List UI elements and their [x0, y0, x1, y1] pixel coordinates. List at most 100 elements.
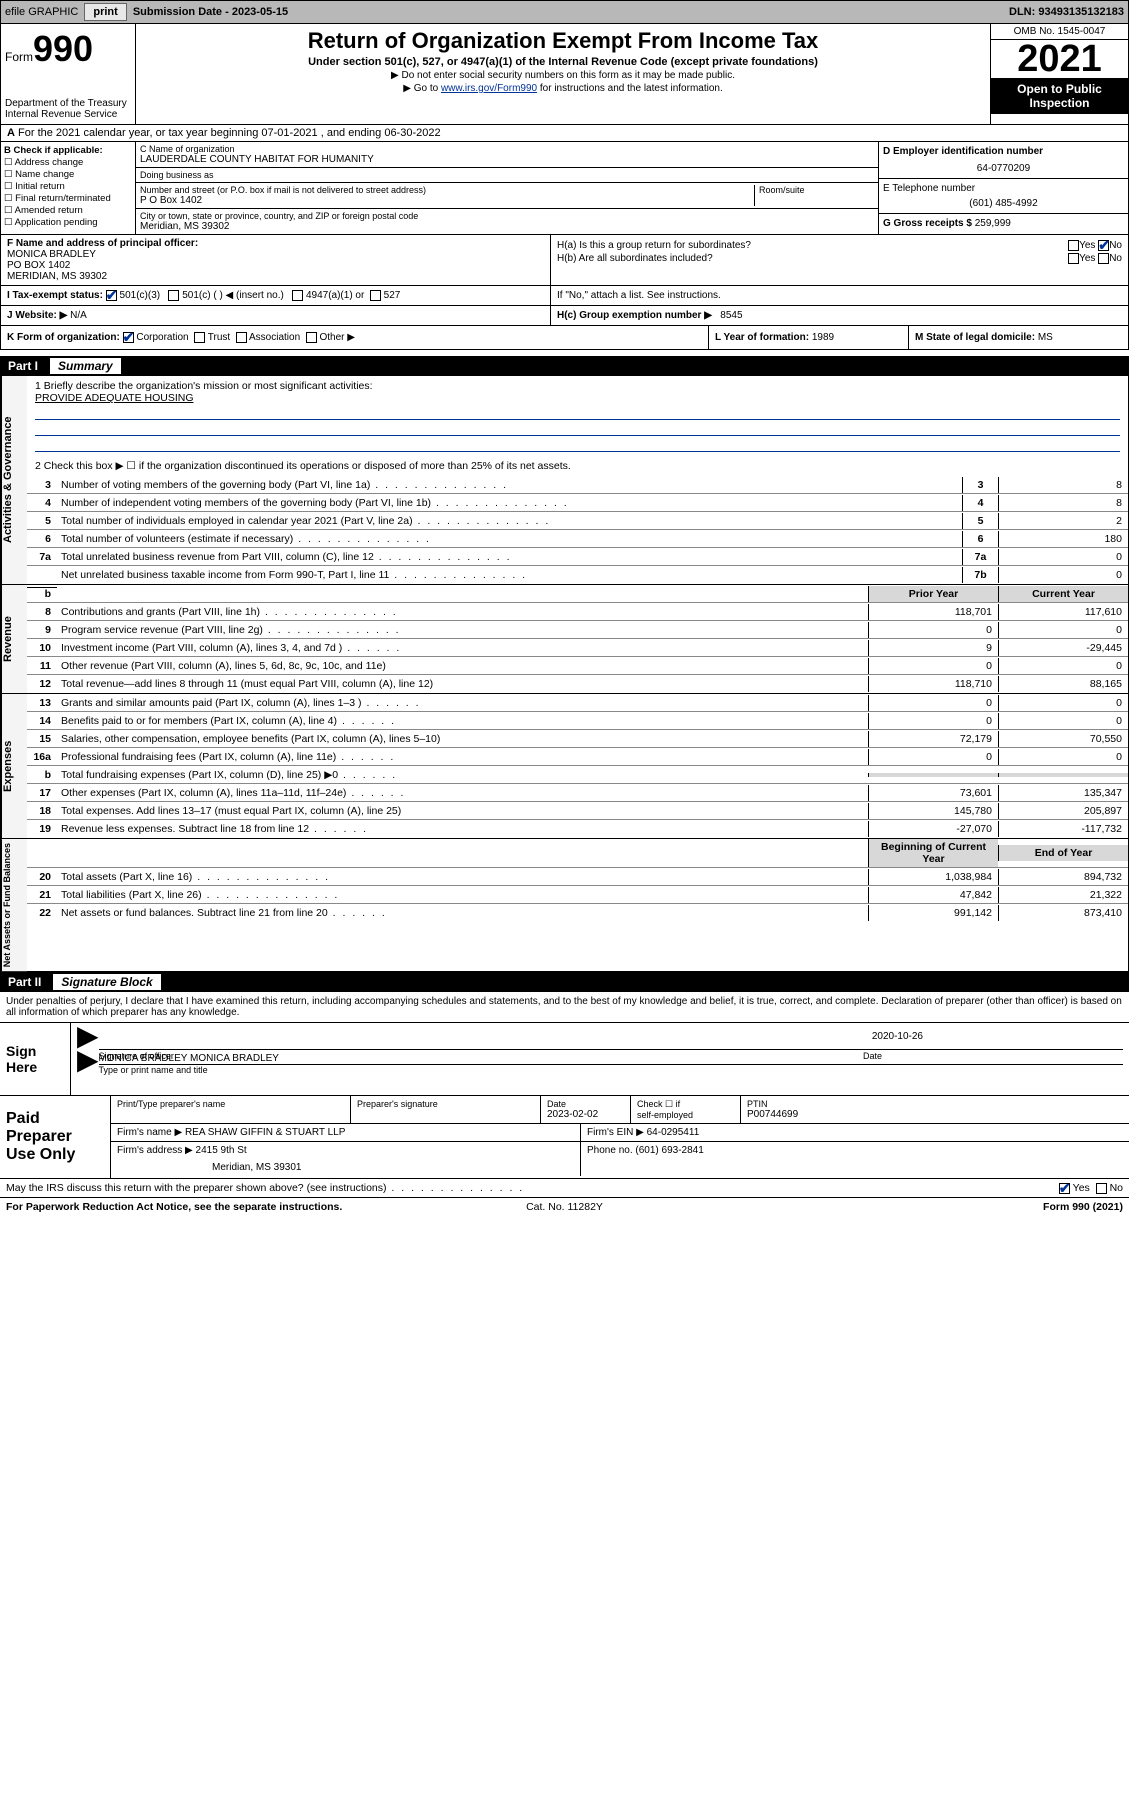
ein-label: D Employer identification number [883, 146, 1043, 157]
cat-no: Cat. No. 11282Y [526, 1201, 603, 1213]
table-row: 8Contributions and grants (Part VIII, li… [27, 603, 1128, 621]
chk-address-change[interactable]: ☐ Address change [4, 157, 132, 168]
street-value: P O Box 1402 [140, 195, 754, 206]
governance-section: Activities & Governance 1 Briefly descri… [0, 376, 1129, 585]
table-row: 17Other expenses (Part IX, column (A), l… [27, 784, 1128, 802]
row-i: I Tax-exempt status: 501(c)(3) 501(c) ( … [0, 286, 1129, 306]
firm-phone: (601) 693-2841 [635, 1145, 703, 1156]
tax-year: 2021 [991, 40, 1128, 78]
sign-arrow2-icon: ▶ [77, 1053, 99, 1075]
chk-final-return[interactable]: ☐ Final return/terminated [4, 193, 132, 204]
firm-name: REA SHAW GIFFIN & STUART LLP [185, 1127, 345, 1138]
hb-note: If "No," attach a list. See instructions… [551, 286, 1128, 305]
gross-label: G Gross receipts $ [883, 218, 972, 229]
year-formation: 1989 [812, 332, 834, 343]
table-row: 11Other revenue (Part VIII, column (A), … [27, 657, 1128, 675]
form-title: Return of Organization Exempt From Incom… [140, 28, 986, 54]
table-row: 9Program service revenue (Part VIII, lin… [27, 621, 1128, 639]
table-row: 18Total expenses. Add lines 13–17 (must … [27, 802, 1128, 820]
table-row: 13Grants and similar amounts paid (Part … [27, 694, 1128, 712]
netassets-section: Net Assets or Fund Balances Beginning of… [0, 839, 1129, 972]
firm-addr2: Meridian, MS 39301 [117, 1162, 574, 1173]
revenue-header-row: b Prior Year Current Year [27, 585, 1128, 603]
side-netassets: Net Assets or Fund Balances [1, 839, 27, 971]
form-note1: ▶ Do not enter social security numbers o… [140, 70, 986, 81]
table-row: 10Investment income (Part VIII, column (… [27, 639, 1128, 657]
firm-ein: 64-0295411 [647, 1127, 700, 1138]
paperwork-notice: For Paperwork Reduction Act Notice, see … [6, 1201, 342, 1213]
state-domicile: MS [1038, 332, 1053, 343]
signer-name-label: Type or print name and title [99, 1064, 1123, 1075]
hb-no[interactable] [1098, 253, 1109, 264]
side-expenses: Expenses [1, 694, 27, 838]
form-subtitle: Under section 501(c), 527, or 4947(a)(1)… [140, 56, 986, 68]
open-public-badge: Open to Public Inspection [991, 78, 1128, 114]
header-center: Return of Organization Exempt From Incom… [136, 24, 990, 124]
mission-block: 1 Briefly describe the organization's mi… [27, 376, 1128, 476]
table-row: 5Total number of individuals employed in… [27, 512, 1128, 530]
chk-501c[interactable] [168, 290, 179, 301]
ptin-value: P00744699 [747, 1109, 1123, 1120]
print-button[interactable]: print [84, 3, 126, 21]
part1-header: Part I Summary [0, 356, 1129, 376]
ha-yes[interactable] [1068, 240, 1079, 251]
city-label: City or town, state or province, country… [140, 211, 874, 221]
table-row: bTotal fundraising expenses (Part IX, co… [27, 766, 1128, 784]
preparer-label: Paid Preparer Use Only [0, 1096, 110, 1178]
ein-value: 64-0770209 [883, 163, 1124, 174]
netassets-header-row: Beginning of Current Year End of Year [27, 839, 1128, 868]
discuss-no[interactable] [1096, 1183, 1107, 1194]
form-number: 990 [33, 28, 93, 70]
chk-name-change[interactable]: ☐ Name change [4, 169, 132, 180]
dln-label: DLN: 93493135132183 [1009, 6, 1124, 18]
discuss-yes[interactable] [1059, 1183, 1070, 1194]
form-word: Form [5, 50, 33, 64]
table-row: Net unrelated business taxable income fr… [27, 566, 1128, 584]
officer-name: MONICA BRADLEY [7, 249, 96, 260]
block-f-officer: F Name and address of principal officer:… [1, 235, 551, 285]
header-left: Form 990 Department of the Treasury Inte… [1, 24, 136, 124]
gross-value: 259,999 [975, 218, 1011, 229]
submission-date-label: Submission Date - 2023-05-15 [133, 6, 288, 18]
penalties-text: Under penalties of perjury, I declare th… [0, 992, 1129, 1023]
website-value: N/A [70, 310, 87, 321]
table-row: 16aProfessional fundraising fees (Part I… [27, 748, 1128, 766]
chk-initial-return[interactable]: ☐ Initial return [4, 181, 132, 192]
hc-value: 8545 [720, 310, 742, 321]
chk-corp[interactable] [123, 332, 134, 343]
block-h-group: H(a) Is this a group return for subordin… [551, 235, 1128, 285]
header-right: OMB No. 1545-0047 2021 Open to Public In… [990, 24, 1128, 124]
chk-trust[interactable] [194, 332, 205, 343]
chk-amended-return[interactable]: ☐ Amended return [4, 205, 132, 216]
table-row: 12Total revenue—add lines 8 through 11 (… [27, 675, 1128, 693]
table-row: 3Number of voting members of the governi… [27, 476, 1128, 494]
org-name: LAUDERDALE COUNTY HABITAT FOR HUMANITY [140, 154, 874, 165]
block-bcd: B Check if applicable: ☐ Address change … [0, 142, 1129, 235]
sign-here-label: Sign Here [0, 1023, 70, 1095]
row-a-tax-year: A For the 2021 calendar year, or tax yea… [0, 125, 1129, 142]
chk-4947[interactable] [292, 290, 303, 301]
form-header: Form 990 Department of the Treasury Inte… [0, 24, 1129, 125]
page-footer: For Paperwork Reduction Act Notice, see … [0, 1198, 1129, 1216]
chk-assoc[interactable] [236, 332, 247, 343]
revenue-section: Revenue b Prior Year Current Year 8Contr… [0, 585, 1129, 694]
dba-label: Doing business as [140, 170, 874, 180]
col-d-ein: D Employer identification number 64-0770… [878, 142, 1128, 234]
chk-other[interactable] [306, 332, 317, 343]
irs-link[interactable]: www.irs.gov/Form990 [441, 83, 537, 94]
chk-501c3[interactable] [106, 290, 117, 301]
side-governance: Activities & Governance [1, 376, 27, 584]
chk-527[interactable] [370, 290, 381, 301]
part2-header: Part II Signature Block [0, 972, 1129, 992]
table-row: 15Salaries, other compensation, employee… [27, 730, 1128, 748]
hb-yes[interactable] [1068, 253, 1079, 264]
officer-addr1: PO BOX 1402 [7, 260, 70, 271]
chk-application-pending[interactable]: ☐ Application pending [4, 217, 132, 228]
row-j: J Website: ▶ N/A H(c) Group exemption nu… [0, 306, 1129, 326]
row-klm: K Form of organization: Corporation Trus… [0, 326, 1129, 350]
org-name-label: C Name of organization [140, 144, 874, 154]
ha-no[interactable] [1098, 240, 1109, 251]
col-c-org-info: C Name of organization LAUDERDALE COUNTY… [136, 142, 878, 234]
mission-text: PROVIDE ADEQUATE HOUSING [35, 392, 1120, 404]
city-value: Meridian, MS 39302 [140, 221, 874, 232]
